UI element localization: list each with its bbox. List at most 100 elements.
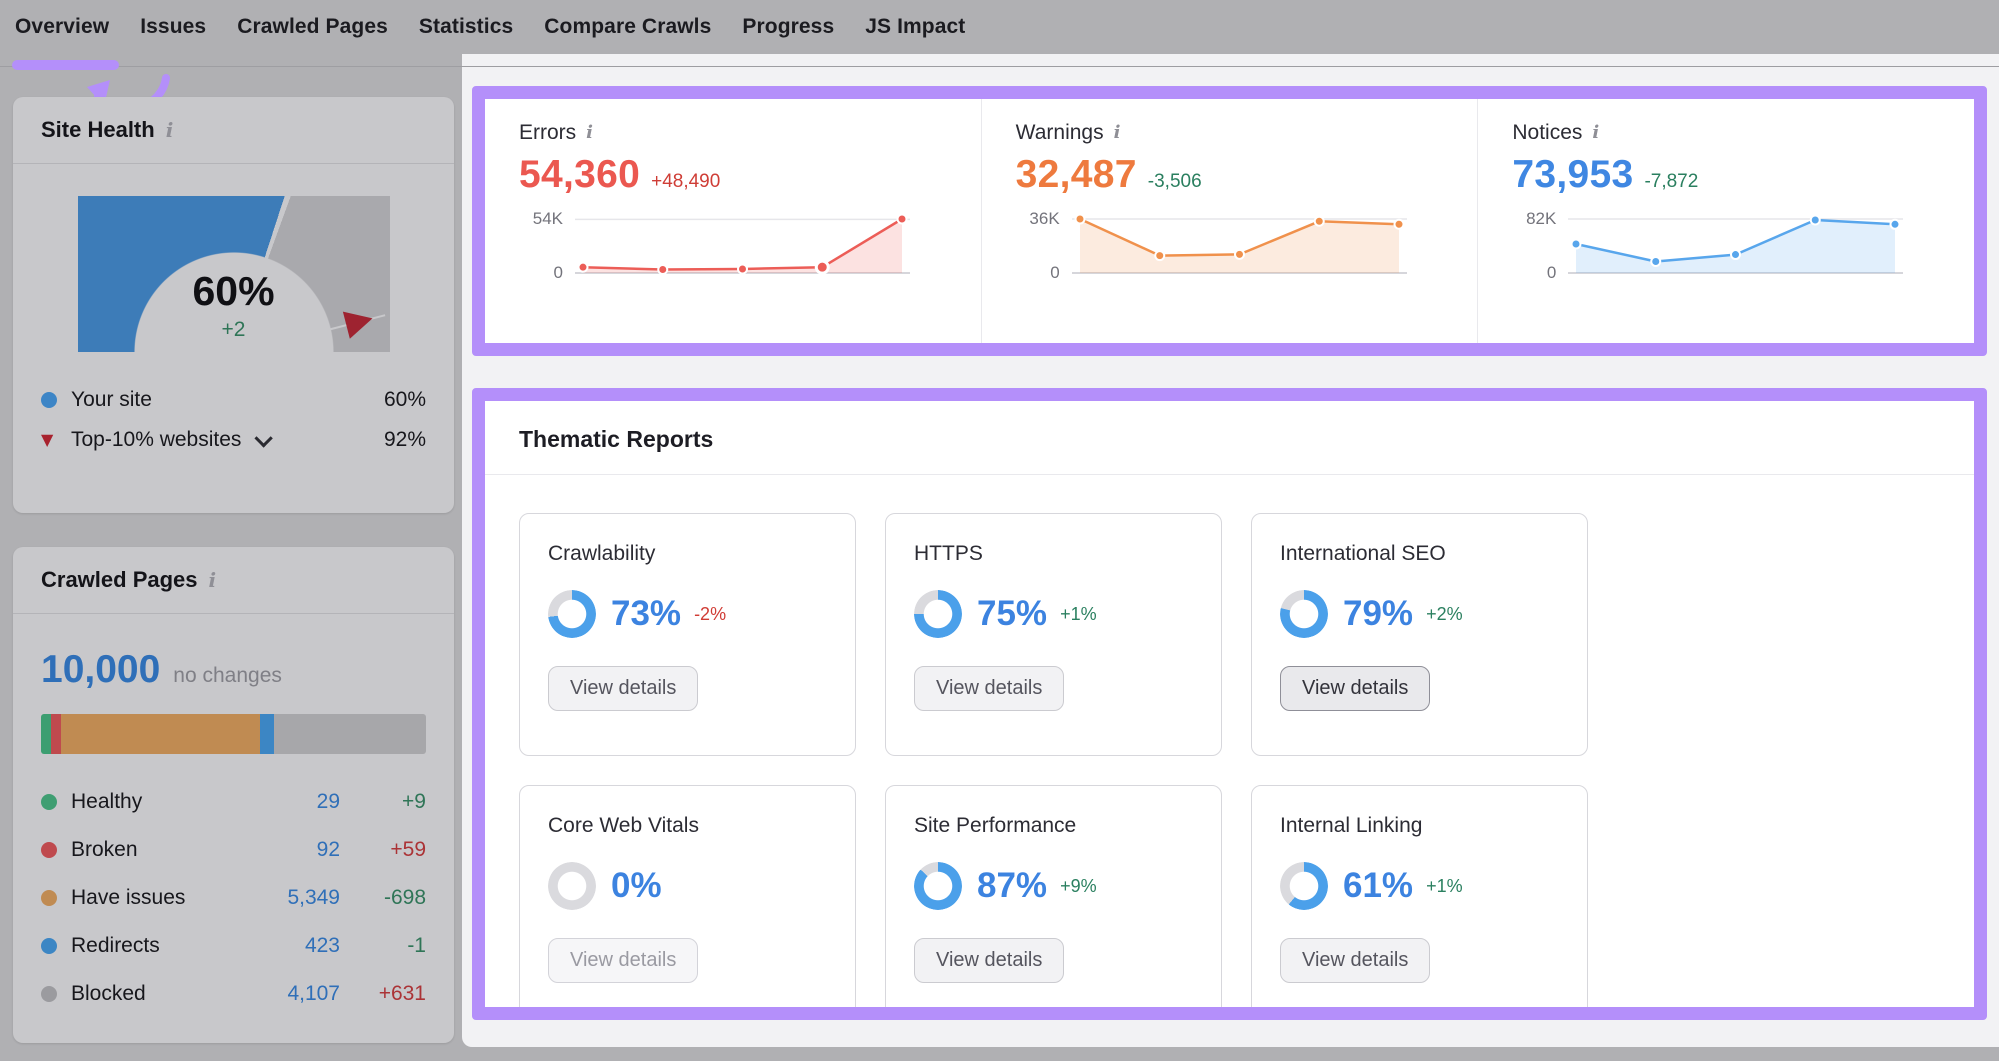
status-dot-icon — [41, 794, 57, 810]
nav-tab-js-impact[interactable]: JS Impact — [865, 15, 966, 38]
score-delta: +1% — [1426, 875, 1463, 896]
score-donut-chart — [914, 590, 962, 638]
site-health-legend-row: Your site 60% — [13, 380, 454, 420]
view-details-button[interactable]: View details — [1280, 938, 1431, 983]
info-icon[interactable]: i — [586, 122, 594, 143]
metric-title: Errors — [519, 121, 577, 144]
y-axis-max-label: 54K — [532, 209, 563, 229]
sparkline-chart — [575, 213, 910, 276]
highlight-box-thematic-reports: Thematic Reports Crawlability 73% -2% Vi… — [472, 388, 1987, 1020]
report-score-row: 61% +1% — [1280, 862, 1559, 910]
your-site-dot-icon — [41, 392, 71, 408]
metric-value: 54,360 — [519, 153, 641, 196]
crawled-pages-header: Crawled Pages i — [13, 547, 454, 614]
metric-numbers: 73,953 -7,872 — [1512, 153, 1936, 197]
bar-segment-healthy — [41, 714, 51, 754]
site-health-score: 60% — [192, 268, 275, 314]
metric-header: Notices i — [1512, 121, 1936, 145]
status-count-link[interactable]: 5,349 — [287, 886, 340, 909]
score-delta: -2% — [694, 603, 727, 624]
score-delta: +1% — [1060, 603, 1097, 624]
status-count-link[interactable]: 92 — [316, 838, 340, 861]
thematic-report-card-core-web-vitals: Core Web Vitals 0% View details — [519, 785, 856, 1007]
info-icon[interactable]: i — [165, 118, 174, 142]
benchmark-triangle-icon: ▼ — [41, 430, 54, 449]
report-title: Internal Linking — [1280, 814, 1423, 837]
score-percent: 75% — [977, 594, 1048, 633]
y-axis-zero-label: 0 — [553, 263, 563, 282]
legend-value: 60% — [383, 388, 426, 411]
bar-segment-have-issues — [61, 714, 261, 754]
panel-title: Site Health — [41, 117, 155, 142]
metric-numbers: 32,487 -3,506 — [1016, 153, 1440, 197]
nav-tab-compare-crawls[interactable]: Compare Crawls — [544, 15, 712, 38]
score-percent: 73% — [611, 594, 682, 633]
report-score-row: 75% +1% — [914, 590, 1193, 638]
status-delta: +59 — [390, 838, 426, 861]
report-title: International SEO — [1280, 542, 1446, 565]
status-delta: +9 — [402, 790, 426, 813]
metric-delta: -7,872 — [1644, 171, 1699, 192]
metric-delta: +48,490 — [651, 171, 721, 192]
info-icon[interactable]: i — [208, 568, 217, 592]
legend-value: 92% — [383, 428, 426, 451]
sparkline-chart — [1071, 213, 1407, 274]
thematic-report-card-crawlability: Crawlability 73% -2% View details — [519, 513, 856, 756]
status-count-link[interactable]: 29 — [316, 790, 340, 813]
crawled-pages-stacked-bar — [41, 714, 426, 754]
info-icon[interactable]: i — [1592, 122, 1600, 143]
status-count-link[interactable]: 4,107 — [287, 982, 340, 1005]
bar-segment-redirects — [260, 714, 275, 754]
nav-tab-progress[interactable]: Progress — [742, 15, 835, 38]
metric-column-errors: Errors i 54,360 +48,490 54K 0 — [485, 99, 981, 343]
status-label: Blocked — [71, 982, 146, 1005]
nav-tab-issues[interactable]: Issues — [140, 15, 207, 38]
status-dot-icon — [41, 986, 57, 1002]
legend-label: Your site — [71, 388, 152, 411]
active-tab-underline-annotation — [12, 60, 119, 70]
chevron-down-icon[interactable] — [254, 428, 274, 448]
thematic-report-cards-grid: Crawlability 73% -2% View details HTTPS … — [519, 513, 1940, 1007]
score-donut-chart — [1280, 862, 1328, 910]
view-details-button[interactable]: View details — [914, 938, 1065, 983]
nav-tab-crawled-pages[interactable]: Crawled Pages — [237, 15, 388, 38]
report-title: Crawlability — [548, 542, 656, 565]
site-health-gauge: 60% +2 — [77, 196, 390, 354]
metric-value: 32,487 — [1015, 153, 1137, 196]
nav-tab-statistics[interactable]: Statistics — [418, 15, 514, 38]
sparkline-chart — [1568, 214, 1904, 274]
status-dot-icon — [41, 890, 57, 906]
status-dot-icon — [41, 938, 57, 954]
nav-tab-overview[interactable]: Overview — [15, 15, 110, 38]
status-delta: -1 — [407, 934, 426, 957]
thematic-reports-title: Thematic Reports — [519, 426, 714, 452]
sparkline-block: 82K 0 — [1512, 209, 1936, 285]
view-details-button[interactable]: View details — [548, 938, 699, 983]
status-count-link[interactable]: 423 — [304, 934, 340, 957]
thematic-report-card-https: HTTPS 75% +1% View details — [885, 513, 1222, 756]
panel-title: Crawled Pages — [41, 567, 198, 592]
view-details-button[interactable]: View details — [1280, 666, 1431, 711]
crawled-pages-count: 10,000 — [41, 648, 161, 691]
thematic-report-card-internal-linking: Internal Linking 61% +1% View details — [1251, 785, 1588, 1007]
score-donut-chart — [914, 862, 962, 910]
report-score-row: 79% +2% — [1280, 590, 1559, 638]
report-score-row: 0% — [548, 862, 827, 910]
status-delta: +631 — [378, 982, 426, 1005]
bar-segment-broken — [50, 714, 62, 754]
report-score-row: 87% +9% — [914, 862, 1193, 910]
score-percent: 79% — [1343, 594, 1414, 633]
thematic-report-card-site-performance: Site Performance 87% +9% View details — [885, 785, 1222, 1007]
crawled-pages-breakdown-list: Healthy 29 +9 Broken 92 +59 Have issues 5,349 -6… — [13, 778, 454, 1018]
view-details-button[interactable]: View details — [548, 666, 699, 711]
metric-header: Errors i — [519, 121, 943, 145]
bar-segment-blocked — [274, 714, 426, 754]
crawled-pages-row-broken: Broken 92 +59 — [13, 826, 454, 874]
report-title: Site Performance — [914, 814, 1077, 837]
metric-title: Warnings — [1015, 121, 1104, 144]
metric-numbers: 54,360 +48,490 — [519, 153, 943, 197]
view-details-button[interactable]: View details — [914, 666, 1065, 711]
info-icon[interactable]: i — [1113, 122, 1121, 143]
score-percent: 61% — [1343, 866, 1414, 905]
report-title: Core Web Vitals — [548, 814, 699, 837]
